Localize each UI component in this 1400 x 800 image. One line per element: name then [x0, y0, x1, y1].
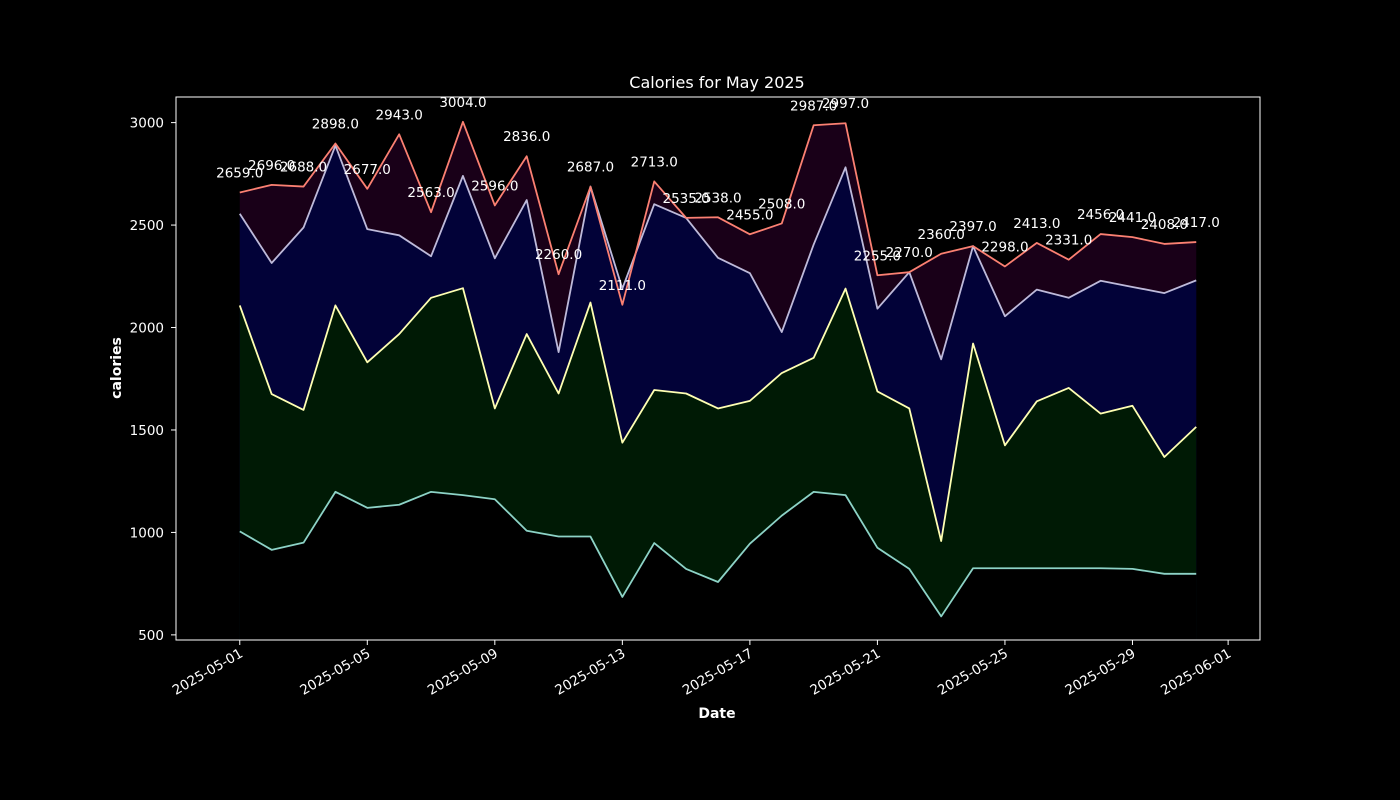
series-lines: [238, 120, 1197, 618]
data-label: 2111.0: [599, 278, 646, 294]
y-tick-label: 1000: [130, 525, 164, 541]
data-label: 2659.0: [216, 165, 263, 181]
data-label: 2687.0: [567, 160, 614, 176]
data-label: 2563.0: [407, 185, 454, 201]
data-label: 2417.0: [1173, 215, 1220, 231]
data-label: 2255.0: [854, 248, 901, 264]
y-tick-label: 1500: [130, 423, 164, 439]
data-label: 2836.0: [503, 129, 550, 145]
y-axis: 500 1000 1500 2000 2500 3000: [130, 116, 176, 644]
series-line-3: [239, 144, 1197, 361]
data-label: 2596.0: [471, 178, 518, 194]
chart-title: Calories for May 2025: [629, 73, 804, 92]
series-line-2: [238, 287, 1197, 542]
data-label: 2688.0: [280, 160, 327, 176]
y-tick-label: 2500: [130, 218, 164, 234]
data-label: 2413.0: [1013, 216, 1060, 232]
data-label: 2331.0: [1045, 233, 1092, 249]
data-label: 2408.0: [1141, 217, 1188, 233]
data-label: 2456.0: [1077, 207, 1124, 223]
area-band-1: [239, 491, 1197, 640]
data-label: 2360.0: [918, 227, 965, 243]
data-label: 2943.0: [376, 107, 423, 123]
y-tick-label: 2000: [130, 321, 164, 337]
data-label: 2898.0: [312, 117, 359, 133]
data-label: 2260.0: [535, 247, 582, 263]
data-label: 2397.0: [949, 219, 996, 235]
y-axis-label: calories: [109, 337, 125, 399]
data-label: 2987.0: [790, 98, 837, 114]
plot-frame: [175, 96, 1261, 641]
y-tick-label: 500: [138, 628, 164, 644]
data-label: 2713.0: [631, 154, 678, 170]
data-label: 2535.0: [662, 191, 709, 207]
series-line-4: [239, 120, 1197, 306]
series-line-1: [239, 490, 1197, 618]
data-label: 3004.0: [439, 95, 486, 111]
data-label: 2677.0: [344, 162, 391, 178]
data-label: 2270.0: [886, 245, 933, 261]
data-label: 2298.0: [981, 239, 1028, 255]
area-fills: [239, 121, 1197, 641]
y-tick-label: 3000: [130, 116, 164, 132]
data-label: 2455.0: [726, 207, 773, 223]
x-axis-label: Date: [698, 706, 735, 722]
data-label: 2696.0: [248, 158, 295, 174]
data-label: 2441.0: [1109, 210, 1156, 226]
data-label: 2538.0: [694, 190, 741, 206]
data-label: 2997.0: [822, 96, 869, 112]
data-label: 2508.0: [758, 196, 805, 212]
